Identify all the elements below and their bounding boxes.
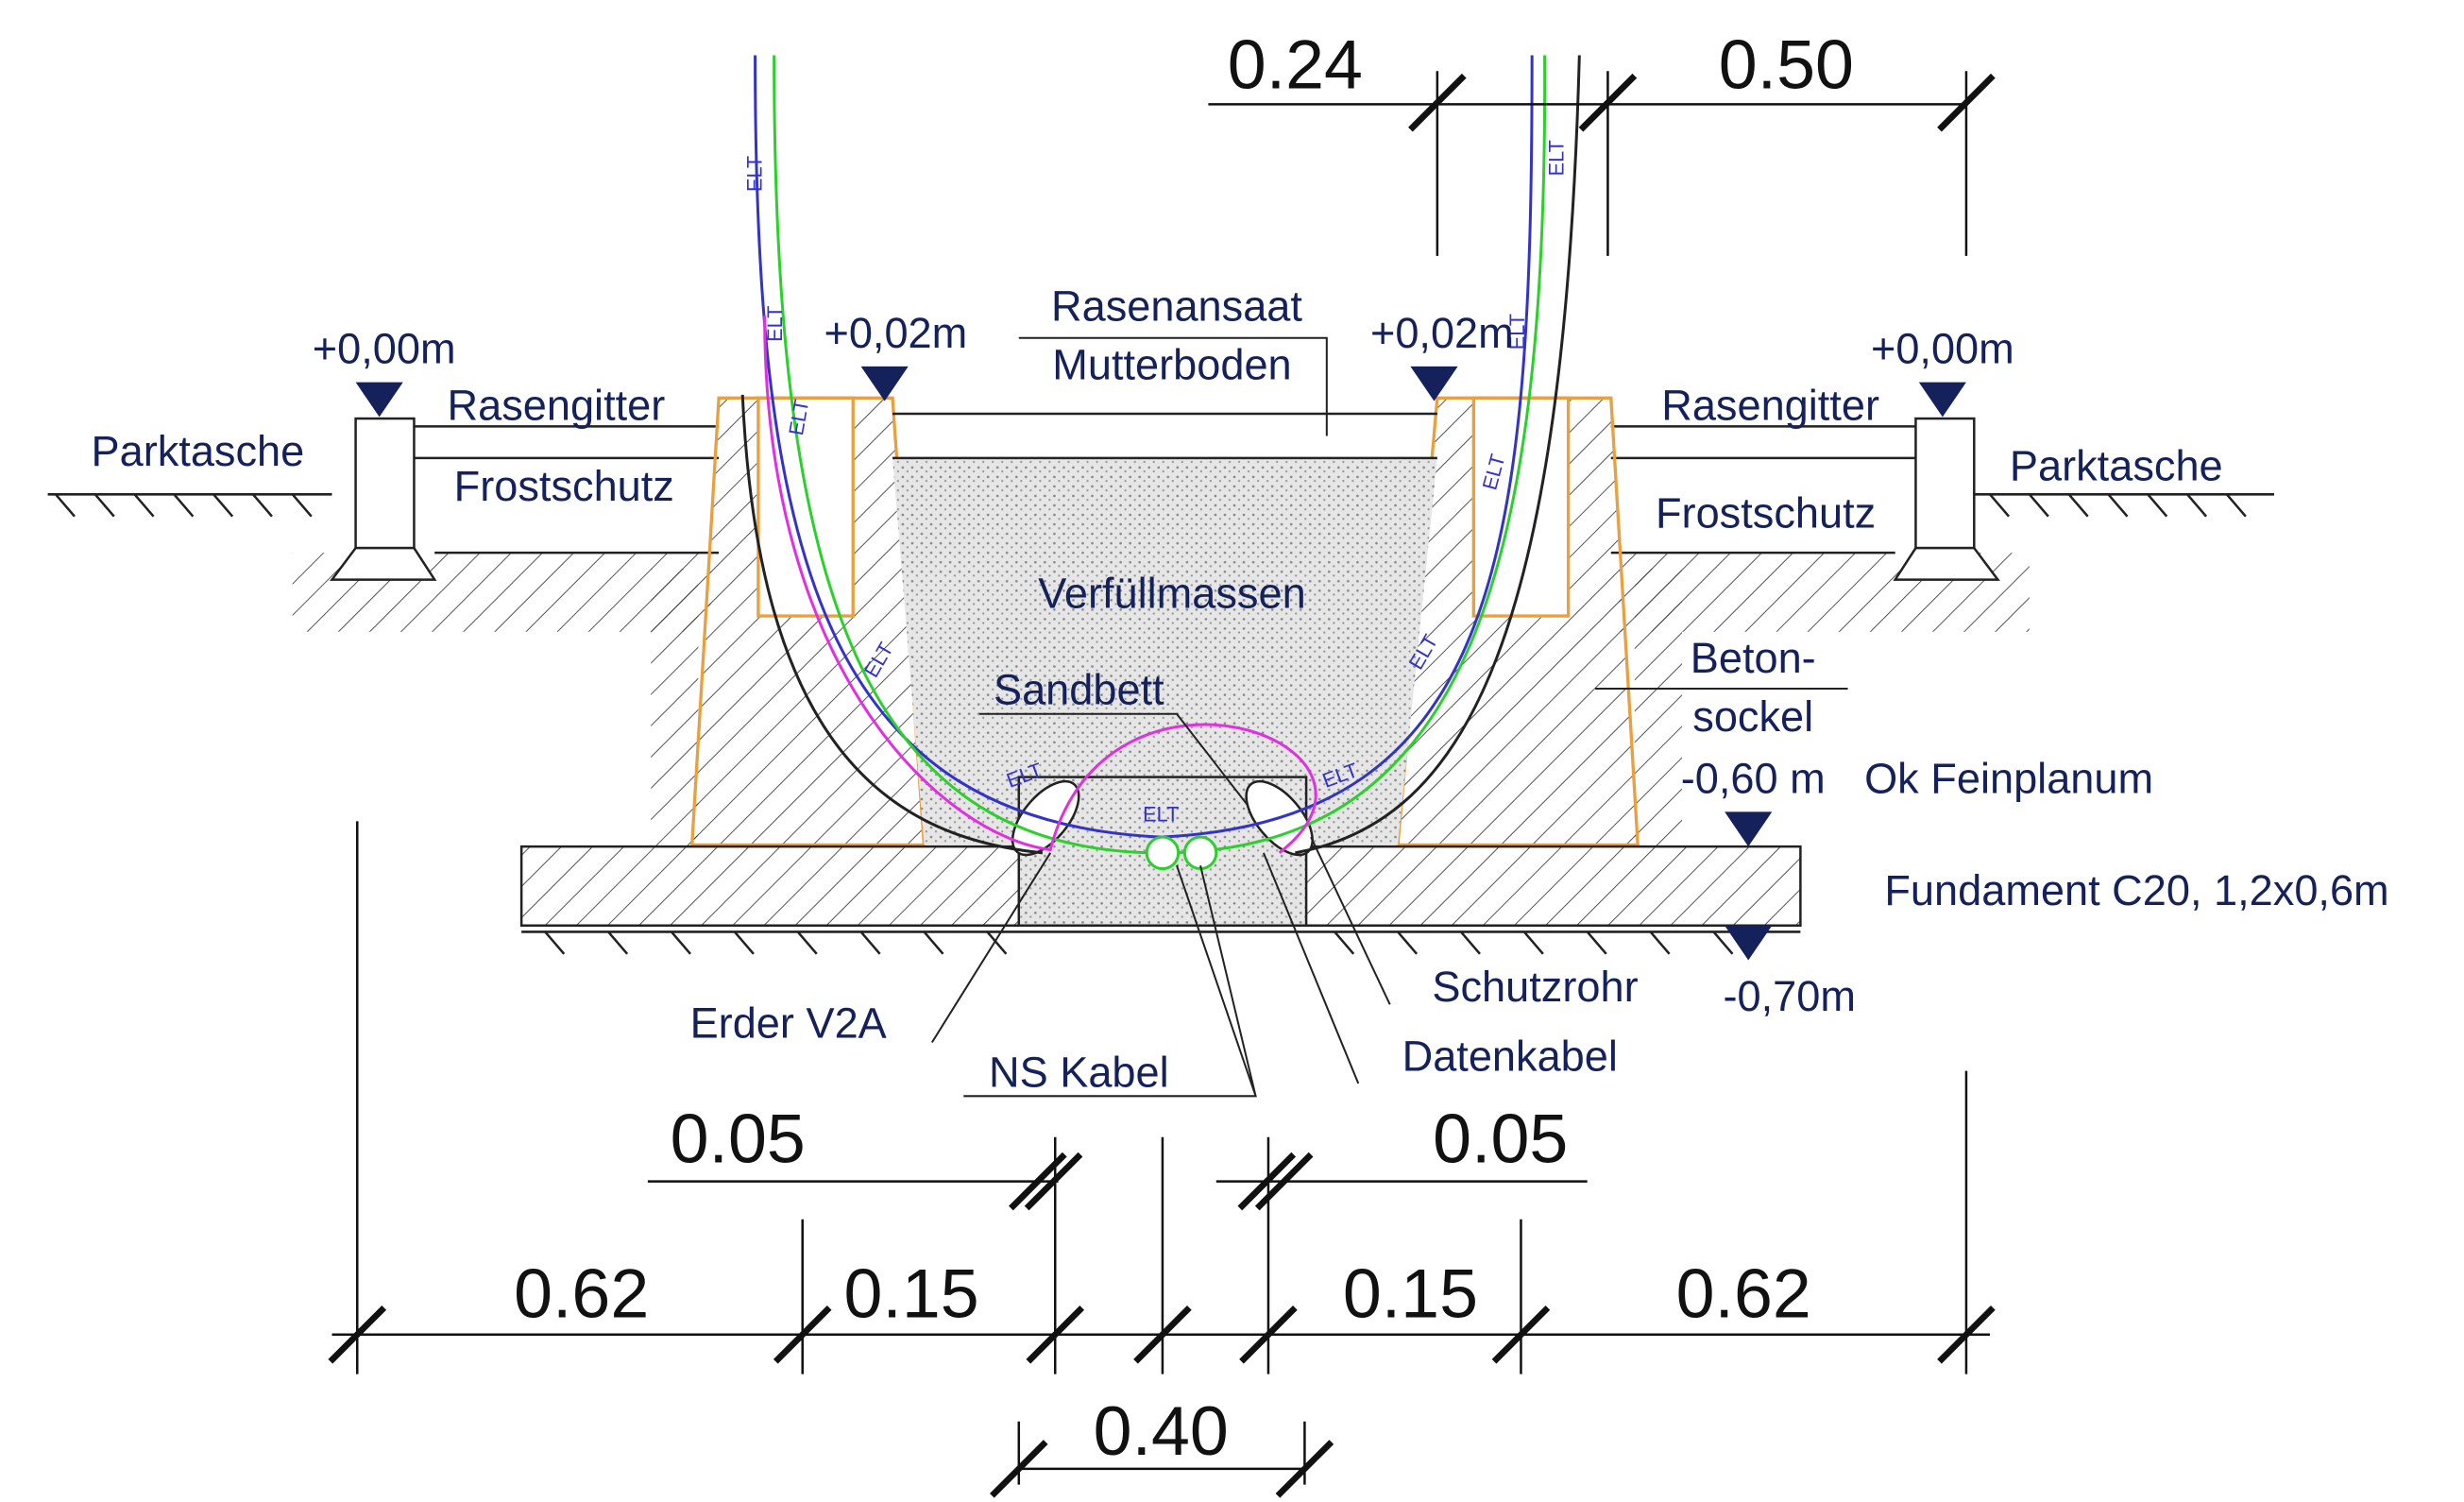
- cable-tag: ELT: [742, 156, 766, 192]
- label: sockel: [1692, 692, 1813, 741]
- label: Verfüllmassen: [1038, 570, 1305, 618]
- label: Fundament C20, 1,2x0,6m: [1884, 866, 2388, 914]
- dimension-lines: [328, 71, 1996, 1498]
- label: Sandbett: [994, 666, 1164, 714]
- dimension-label: 0.05: [671, 1100, 806, 1178]
- structure: [47, 396, 2274, 955]
- dimension-label: 0.40: [1094, 1391, 1229, 1470]
- label: Ok Feinplanum: [1864, 754, 2153, 802]
- label: +0,02m: [824, 309, 967, 357]
- label: +0,00m: [313, 325, 456, 373]
- label: Parktasche: [2010, 441, 2223, 489]
- cable-tag: ELT: [1505, 314, 1529, 350]
- label: Rasenansaat: [1051, 282, 1302, 330]
- cable-tag: ELT: [763, 306, 787, 342]
- dimension-label: 0.62: [1676, 1254, 1811, 1332]
- leaders: [930, 336, 1848, 1098]
- label: Mutterboden: [1052, 340, 1291, 388]
- cable-tag: ELT: [1545, 140, 1569, 176]
- label: Rasengitter: [448, 382, 666, 430]
- dimension-label: 0.05: [1433, 1100, 1568, 1178]
- cable-tag: ELT: [1143, 802, 1179, 826]
- label: Schutzrohr: [1432, 963, 1638, 1011]
- label: Datenkabel: [1402, 1033, 1618, 1081]
- dimension-label: 0.62: [514, 1254, 649, 1332]
- label: -0,60 m: [1681, 754, 1826, 802]
- label: Frostschutz: [454, 462, 674, 510]
- label: NS Kabel: [989, 1048, 1169, 1096]
- dimension-label: 0.50: [1719, 26, 1854, 104]
- label: +0,00m: [1871, 325, 2014, 373]
- label: +0,02m: [1370, 309, 1514, 357]
- dimension-label: 0.15: [1343, 1254, 1478, 1332]
- dimension-label: 0.24: [1228, 26, 1363, 104]
- label: Parktasche: [92, 427, 305, 475]
- markers: [355, 366, 1966, 961]
- dimension-label: 0.15: [844, 1254, 979, 1332]
- label: Frostschutz: [1656, 488, 1876, 537]
- label: Rasengitter: [1661, 382, 1879, 430]
- label: Erder V2A: [690, 998, 888, 1047]
- label: Beton-: [1691, 634, 1816, 682]
- label: -0,70m: [1723, 972, 1855, 1020]
